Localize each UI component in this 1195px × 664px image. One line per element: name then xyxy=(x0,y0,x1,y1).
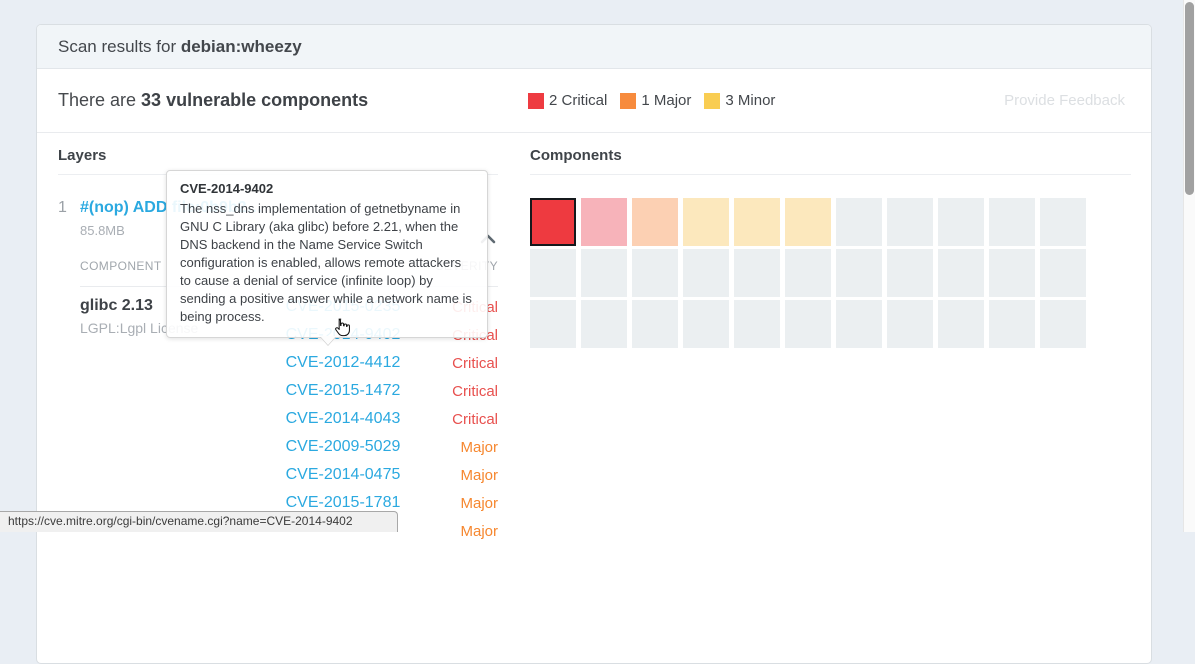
summary-text: There are 33 vulnerable components xyxy=(58,90,369,110)
layer-size: 85.8MB xyxy=(80,223,125,238)
provide-feedback-link[interactable]: Provide Feedback xyxy=(1004,92,1125,109)
component-cell-none[interactable] xyxy=(1040,249,1086,297)
component-cell-minor-light[interactable] xyxy=(734,198,780,246)
scan-results-card: Scan results for debian:wheezy There are… xyxy=(36,24,1152,664)
component-cell-none[interactable] xyxy=(683,300,729,348)
vertical-scrollbar-thumb[interactable] xyxy=(1185,2,1194,195)
summary-row: There are 33 vulnerable components 2 Cri… xyxy=(37,69,1151,133)
layer-number: 1 xyxy=(58,199,67,216)
cve-severity: Critical xyxy=(452,382,498,400)
component-cell-none[interactable] xyxy=(836,300,882,348)
component-cell-critical-light[interactable] xyxy=(581,198,627,246)
component-cell-none[interactable] xyxy=(581,249,627,297)
card-title: Scan results for debian:wheezy xyxy=(58,36,302,56)
component-cell-none[interactable] xyxy=(785,300,831,348)
component-cell-none[interactable] xyxy=(632,300,678,348)
component-cell-none[interactable] xyxy=(938,300,984,348)
legend-critical-label: 2 Critical xyxy=(549,92,608,109)
cve-link[interactable]: CVE-2014-4043 xyxy=(285,410,401,427)
legend-critical: 2 Critical xyxy=(528,92,607,109)
legend-minor-label: 3 Minor xyxy=(725,92,776,109)
cve-tooltip-title: CVE-2014-9402 xyxy=(180,181,274,196)
component-cell-none[interactable] xyxy=(887,198,933,246)
component-cell-none[interactable] xyxy=(989,249,1035,297)
component-cell-major-light[interactable] xyxy=(632,198,678,246)
cve-link[interactable]: CVE-2009-5029 xyxy=(285,438,401,455)
component-cell-none[interactable] xyxy=(632,249,678,297)
component-cell-none[interactable] xyxy=(785,249,831,297)
component-name: glibc 2.13 xyxy=(80,297,153,314)
component-cell-none[interactable] xyxy=(938,198,984,246)
cve-link[interactable]: CVE-2015-1472 xyxy=(285,382,401,399)
component-cell-none[interactable] xyxy=(836,249,882,297)
component-cell-none[interactable] xyxy=(734,249,780,297)
cve-row: CVE-2015-1472 Critical xyxy=(248,377,498,405)
cve-row: CVE-2012-4412 Critical xyxy=(248,349,498,377)
component-cell-none[interactable] xyxy=(683,249,729,297)
minor-swatch-icon xyxy=(704,92,721,109)
component-cell-none[interactable] xyxy=(887,300,933,348)
component-cell-none[interactable] xyxy=(989,198,1035,246)
legend-major: 1 Major xyxy=(620,92,691,109)
cve-severity: Major xyxy=(460,522,498,540)
status-bar-url: https://cve.mitre.org/cgi-bin/cvename.cg… xyxy=(0,511,398,532)
legend-major-label: 1 Major xyxy=(641,92,692,109)
component-cell-none[interactable] xyxy=(581,300,627,348)
cve-tooltip-body: The nss_dns implementation of getnetbyna… xyxy=(180,201,472,324)
component-cell-none[interactable] xyxy=(989,300,1035,348)
cve-link[interactable]: CVE-2014-0475 xyxy=(285,466,401,483)
components-grid xyxy=(530,198,1131,348)
component-cell-none[interactable] xyxy=(734,300,780,348)
cve-severity: Critical xyxy=(452,410,498,428)
vulnerable-count: 33 vulnerable components xyxy=(141,90,369,110)
legend-minor: 3 Minor xyxy=(704,92,775,109)
component-cell-none[interactable] xyxy=(887,249,933,297)
cve-row: CVE-2014-4043 Critical xyxy=(248,405,498,433)
component-cell-none[interactable] xyxy=(938,249,984,297)
card-header: Scan results for debian:wheezy xyxy=(37,25,1151,69)
cve-link[interactable]: CVE-2015-1781 xyxy=(285,494,401,511)
cve-severity: Major xyxy=(460,494,498,512)
components-panel: Components xyxy=(530,147,1131,348)
cve-link[interactable]: CVE-2012-4412 xyxy=(285,354,401,371)
cve-severity: Major xyxy=(460,466,498,484)
component-cell-none[interactable] xyxy=(836,198,882,246)
cve-severity: Major xyxy=(460,438,498,456)
major-swatch-icon xyxy=(620,92,637,109)
vertical-scrollbar-track[interactable] xyxy=(1183,0,1195,532)
image-name: debian:wheezy xyxy=(180,36,302,56)
cve-severity: Critical xyxy=(452,354,498,372)
critical-swatch-icon xyxy=(528,92,544,109)
component-cell-none[interactable] xyxy=(1040,198,1086,246)
cve-row: CVE-2014-0475 Major xyxy=(248,461,498,489)
components-heading: Components xyxy=(530,147,1131,175)
cve-row: CVE-2015-1781 Major xyxy=(248,489,498,517)
severity-legend: 2 Critical 1 Major 3 Minor xyxy=(528,69,775,132)
component-cell-none[interactable] xyxy=(530,249,576,297)
component-cell-minor-light[interactable] xyxy=(683,198,729,246)
component-cell-minor-light[interactable] xyxy=(785,198,831,246)
component-cell-none[interactable] xyxy=(1040,300,1086,348)
component-column-header: COMPONENT xyxy=(80,259,162,273)
component-cell-critical-selected[interactable] xyxy=(530,198,576,246)
cve-tooltip: CVE-2014-9402 The nss_dns implementation… xyxy=(166,170,488,346)
cve-row: CVE-2009-5029 Major xyxy=(248,433,498,461)
component-cell-none[interactable] xyxy=(530,300,576,348)
